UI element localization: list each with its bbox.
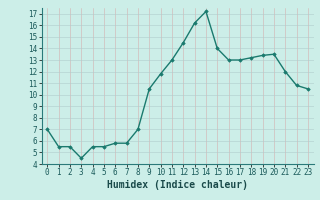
X-axis label: Humidex (Indice chaleur): Humidex (Indice chaleur) [107, 180, 248, 190]
